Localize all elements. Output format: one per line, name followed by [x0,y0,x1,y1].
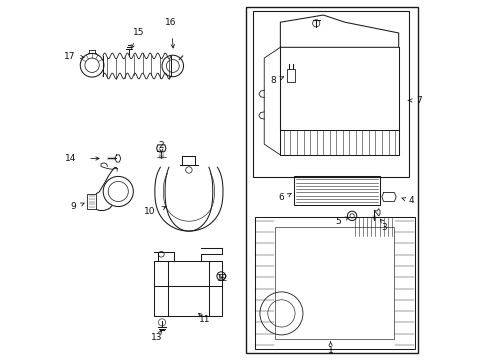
Bar [246,7,418,353]
Bar [87,194,96,209]
Text: 12: 12 [217,274,228,283]
Text: 14: 14 [64,154,76,163]
Text: 3: 3 [381,223,386,232]
Text: 15: 15 [133,28,144,37]
Bar [286,69,294,82]
Text: 13: 13 [151,333,162,342]
Bar [154,261,222,316]
Text: 16: 16 [165,18,176,27]
Text: 4: 4 [408,196,413,205]
Bar [293,176,379,205]
Text: 9: 9 [70,202,76,211]
Text: 1: 1 [327,346,333,355]
Text: 6: 6 [278,193,284,202]
Text: 10: 10 [144,207,155,216]
Text: 8: 8 [270,76,276,85]
Text: 7: 7 [415,96,421,105]
Text: 5: 5 [334,217,340,226]
Bar [275,226,394,339]
Text: 11: 11 [199,315,210,324]
Bar [253,12,408,177]
Bar [254,217,414,349]
Text: 17: 17 [64,52,76,61]
Text: 2: 2 [158,141,164,150]
